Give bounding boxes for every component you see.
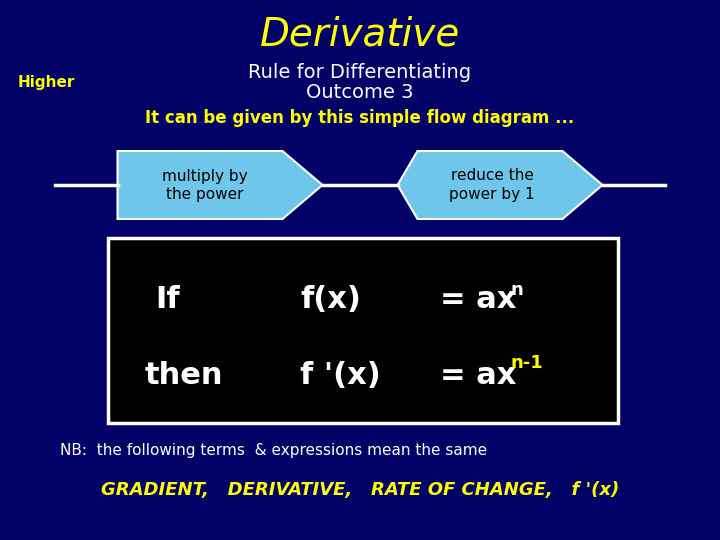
FancyBboxPatch shape bbox=[108, 238, 618, 423]
Text: If: If bbox=[155, 286, 179, 314]
Text: = ax: = ax bbox=[440, 286, 516, 314]
Text: n-1: n-1 bbox=[510, 354, 543, 372]
Text: NB:  the following terms  & expressions mean the same: NB: the following terms & expressions me… bbox=[60, 442, 487, 457]
Text: multiply by: multiply by bbox=[162, 168, 248, 184]
Text: Higher: Higher bbox=[18, 75, 76, 90]
Text: power by 1: power by 1 bbox=[449, 187, 535, 202]
Polygon shape bbox=[397, 151, 603, 219]
Text: Derivative: Derivative bbox=[260, 16, 460, 54]
Text: n: n bbox=[510, 281, 523, 299]
Text: reduce the: reduce the bbox=[451, 168, 534, 184]
Text: It can be given by this simple flow diagram ...: It can be given by this simple flow diag… bbox=[145, 109, 575, 127]
Text: Rule for Differentiating: Rule for Differentiating bbox=[248, 63, 472, 82]
Text: GRADIENT,   DERIVATIVE,   RATE OF CHANGE,   f '(x): GRADIENT, DERIVATIVE, RATE OF CHANGE, f … bbox=[101, 481, 619, 499]
Text: Outcome 3: Outcome 3 bbox=[306, 83, 414, 102]
Text: the power: the power bbox=[166, 187, 244, 202]
Text: = ax: = ax bbox=[440, 361, 516, 389]
Text: f '(x): f '(x) bbox=[300, 361, 381, 389]
Text: then: then bbox=[145, 361, 223, 389]
Polygon shape bbox=[117, 151, 323, 219]
Text: f(x): f(x) bbox=[300, 286, 361, 314]
